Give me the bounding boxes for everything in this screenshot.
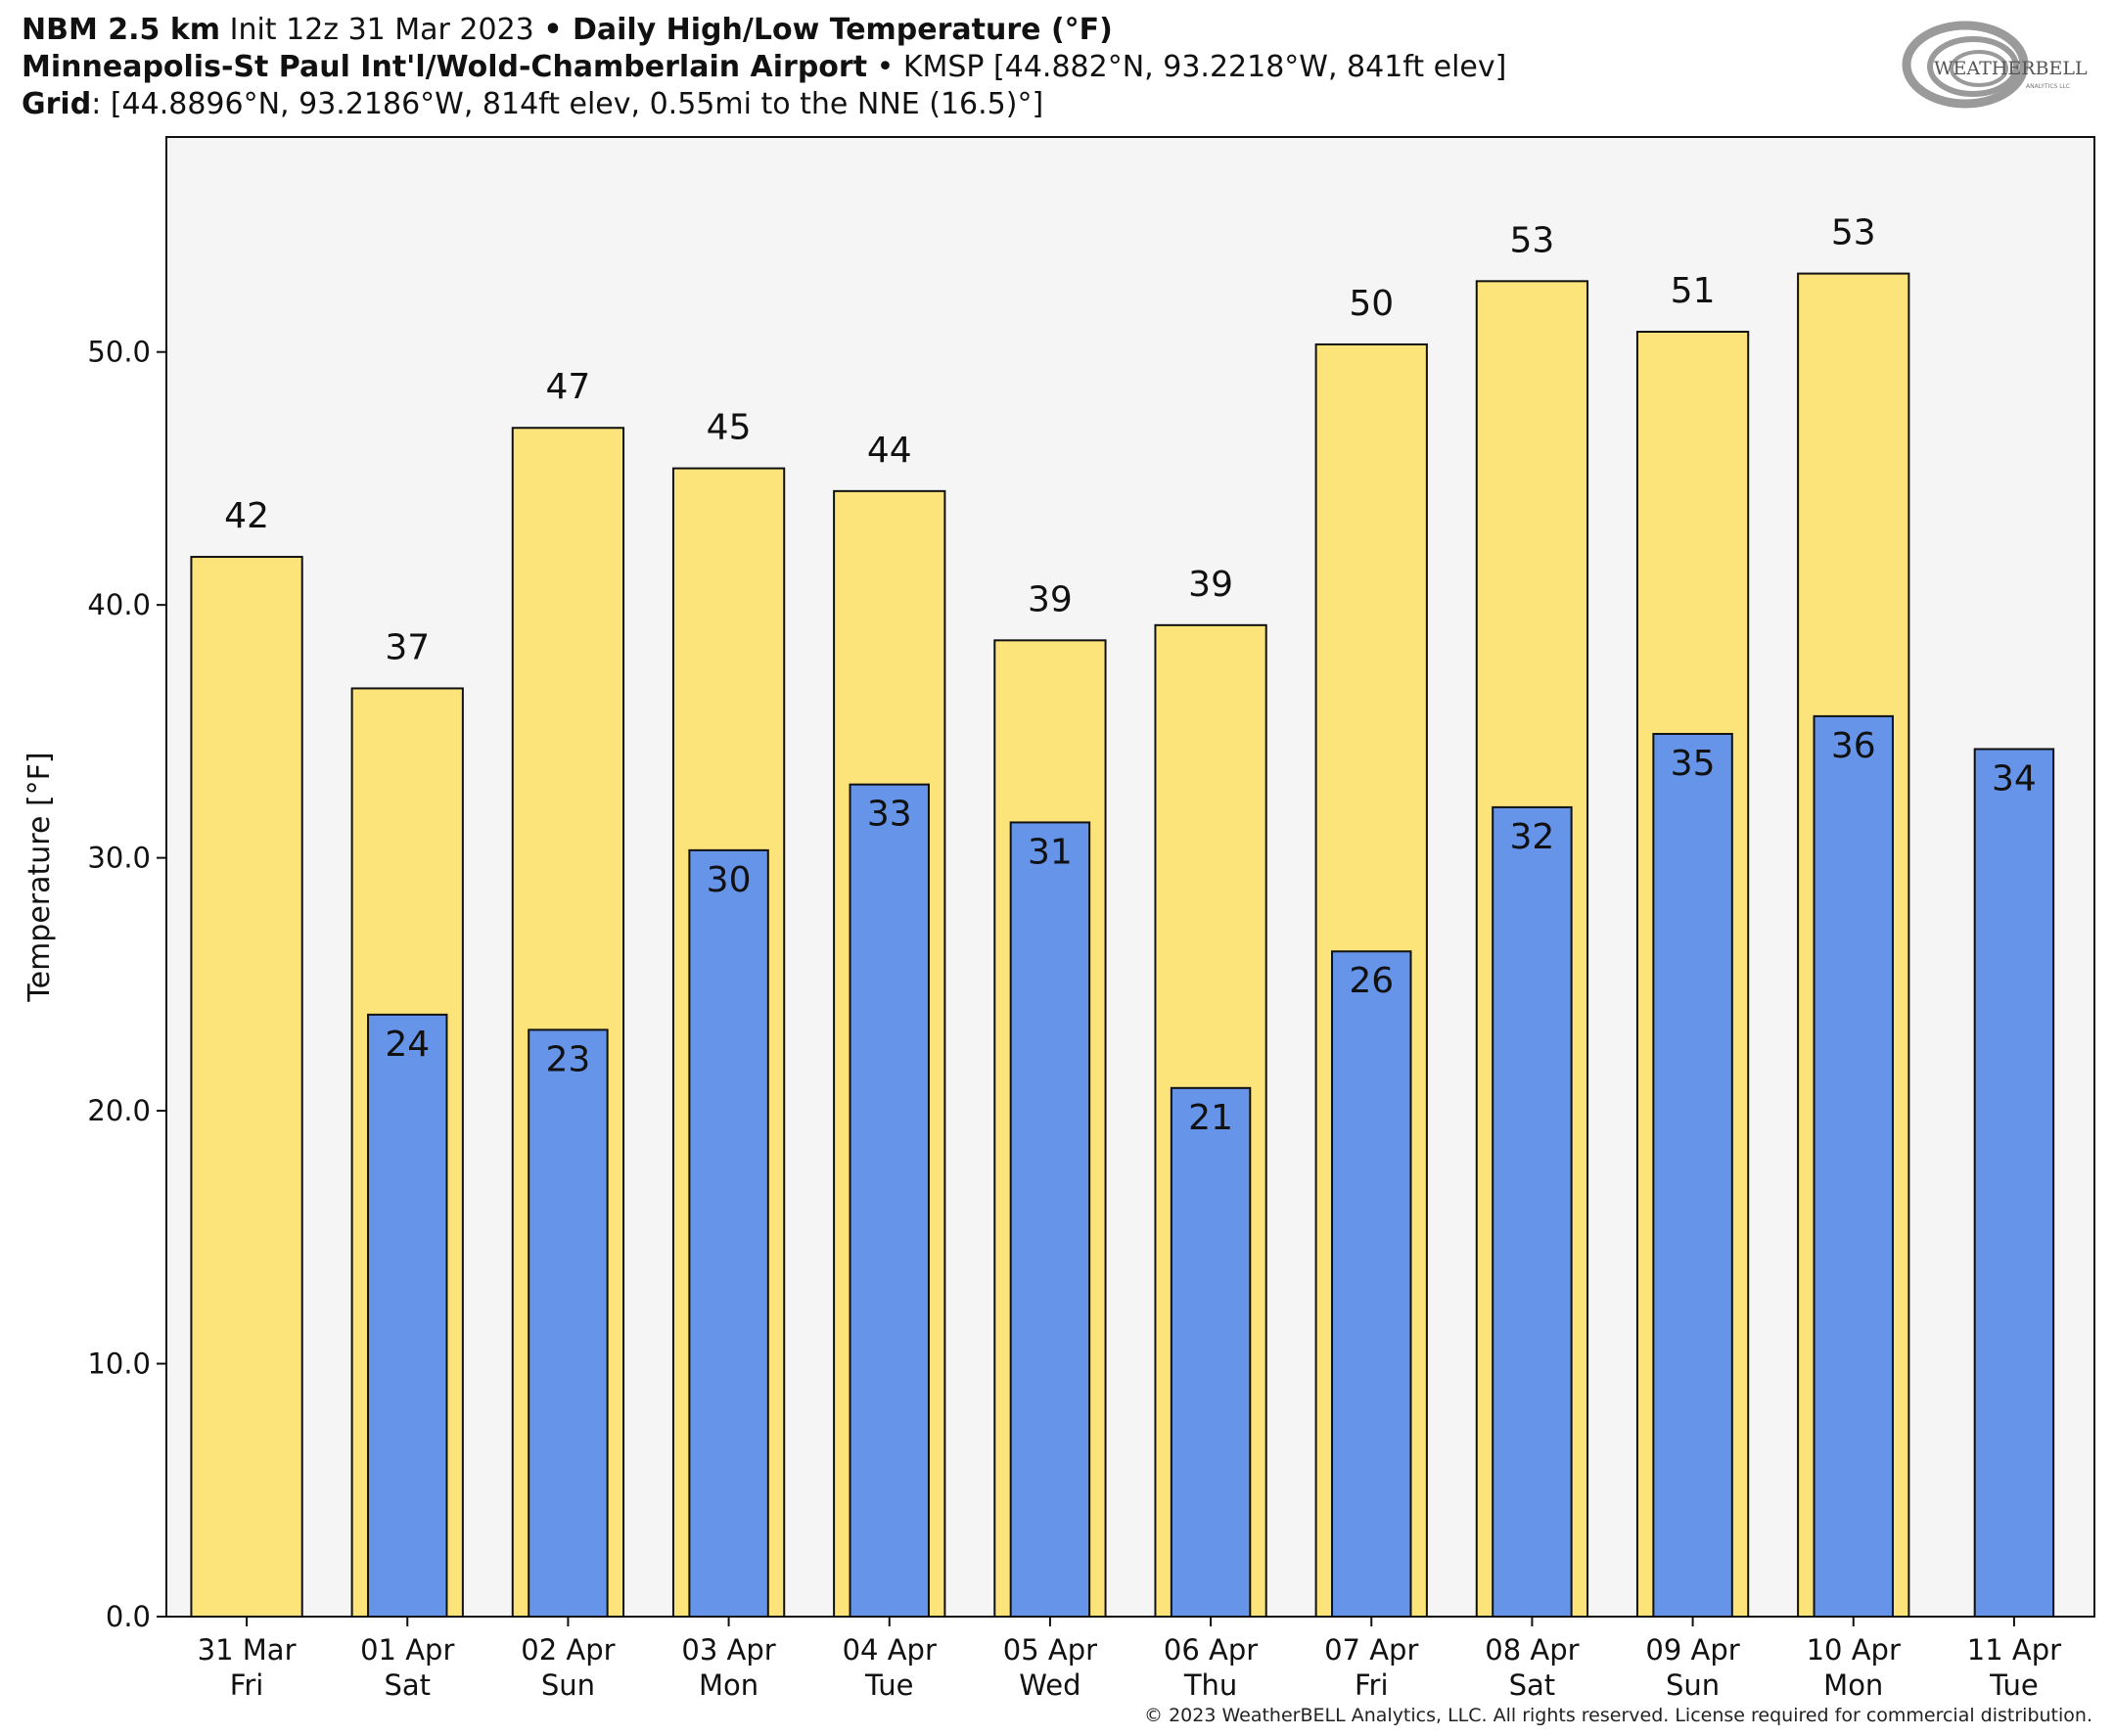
title-bullet: •: [543, 13, 563, 47]
weatherbell-logo: WEATHERBELL ANALYTICS LLC: [1902, 21, 2088, 109]
x-tick-date: 02 Apr: [521, 1633, 615, 1667]
grid-label: Grid: [22, 87, 92, 121]
low-value-label: 34: [1992, 758, 2037, 799]
product-name: Daily High/Low Temperature (°F): [562, 13, 1113, 47]
x-tick-day: Sat: [1509, 1668, 1556, 1702]
low-value-label: 36: [1831, 726, 1876, 766]
low-bar: [1009, 821, 1091, 1618]
low-value-label: 35: [1671, 744, 1716, 784]
x-tick-date: 10 Apr: [1807, 1633, 1901, 1667]
low-bar: [367, 1013, 448, 1619]
low-value-label: 23: [546, 1039, 591, 1079]
init-time: Init 12z 31 Mar 2023: [220, 13, 544, 47]
grid-details: : [44.8896°N, 93.2186°W, 814ft elev, 0.5…: [91, 87, 1044, 121]
bars: 42 37 47 45 44 39 39 50 53 51 53 24 23 30 33 31 21 26 32 35…: [190, 213, 2055, 1619]
x-tick-day: Mon: [699, 1668, 758, 1702]
x-tick-day: Mon: [1823, 1668, 1883, 1702]
x-tick-day: Tue: [864, 1668, 914, 1702]
low-value-label: 32: [1510, 817, 1555, 857]
low-bar: [1492, 805, 1573, 1618]
title-line-1: NBM 2.5 km Init 12z 31 Mar 2023 • Daily …: [22, 12, 1113, 49]
high-value-label: 51: [1671, 271, 1716, 311]
high-value-label: 45: [707, 408, 752, 448]
low-bar: [1331, 950, 1412, 1618]
model-name: NBM 2.5 km: [22, 13, 221, 47]
high-bar: [190, 556, 303, 1618]
high-value-label: 53: [1510, 220, 1555, 260]
x-tick-day: Tue: [1989, 1668, 2039, 1702]
station-name: Minneapolis-St Paul Int'l/Wold-Chamberla…: [22, 50, 868, 84]
high-value-label: 50: [1349, 284, 1394, 324]
x-tick-date: 07 Apr: [1324, 1633, 1418, 1667]
high-value-label: 39: [1188, 565, 1233, 605]
y-axis: 0.0 10.0 20.0 30.0 40.0 50.0: [87, 336, 166, 1633]
x-tick-date: 06 Apr: [1164, 1633, 1258, 1667]
plot-area: [166, 137, 2094, 1617]
x-tick-date: 03 Apr: [681, 1633, 775, 1667]
x-tick-date: 09 Apr: [1645, 1633, 1739, 1667]
low-bar: [849, 783, 930, 1618]
x-tick-date: 01 Apr: [360, 1633, 454, 1667]
x-tick-day: Sun: [541, 1668, 595, 1702]
low-value-label: 24: [385, 1025, 430, 1065]
x-tick-day: Fri: [230, 1668, 264, 1702]
x-tick-date: 04 Apr: [843, 1633, 937, 1667]
x-tick-day: Fri: [1355, 1668, 1389, 1702]
low-bar: [1973, 748, 2055, 1618]
y-axis-label: Temperature [°F]: [23, 752, 57, 1002]
low-value-label: 31: [1028, 832, 1073, 872]
x-tick-date: 31 Mar: [198, 1633, 297, 1667]
copyright: © 2023 WeatherBELL Analytics, LLC. All r…: [1144, 1705, 2092, 1726]
high-value-label: 37: [385, 627, 430, 667]
x-tick-day: Wed: [1019, 1668, 1080, 1702]
low-bar: [528, 1028, 609, 1619]
high-value-label: 42: [224, 496, 269, 536]
low-value-label: 26: [1349, 961, 1394, 1001]
title-line-3: Grid: [44.8896°N, 93.2186°W, 814ft elev,…: [22, 86, 1043, 123]
logo-text: WEATHERBELL: [1934, 58, 2088, 79]
low-value-label: 21: [1188, 1098, 1233, 1138]
low-value-label: 30: [707, 860, 752, 900]
high-value-label: 47: [546, 367, 591, 407]
low-bar: [1813, 714, 1894, 1618]
x-tick-date: 08 Apr: [1485, 1633, 1579, 1667]
low-bar: [688, 848, 769, 1618]
high-value-label: 53: [1831, 213, 1876, 253]
station-details: • KMSP [44.882°N, 93.2218°W, 841ft elev]: [867, 50, 1507, 84]
x-tick-day: Thu: [1183, 1668, 1237, 1702]
y-tick-label: 0.0: [106, 1600, 151, 1633]
high-value-label: 44: [867, 431, 912, 471]
y-tick-label: 50.0: [87, 336, 151, 369]
low-bar: [1170, 1086, 1252, 1619]
plot-frame: [165, 136, 2095, 1618]
low-value-label: 33: [867, 795, 912, 835]
x-tick-day: Sun: [1666, 1668, 1720, 1702]
high-value-label: 39: [1028, 579, 1073, 619]
title-line-2: Minneapolis-St Paul Int'l/Wold-Chamberla…: [22, 49, 1506, 86]
y-tick-label: 20.0: [87, 1094, 151, 1127]
y-tick-label: 10.0: [87, 1348, 151, 1381]
y-tick-label: 40.0: [87, 588, 151, 621]
x-tick-date: 11 Apr: [1967, 1633, 2061, 1667]
logo-subtext: ANALYTICS LLC: [2026, 83, 2070, 90]
x-tick-date: 05 Apr: [1003, 1633, 1097, 1667]
y-tick-label: 30.0: [87, 842, 151, 875]
low-bar: [1652, 732, 1733, 1618]
x-tick-day: Sat: [384, 1668, 431, 1702]
